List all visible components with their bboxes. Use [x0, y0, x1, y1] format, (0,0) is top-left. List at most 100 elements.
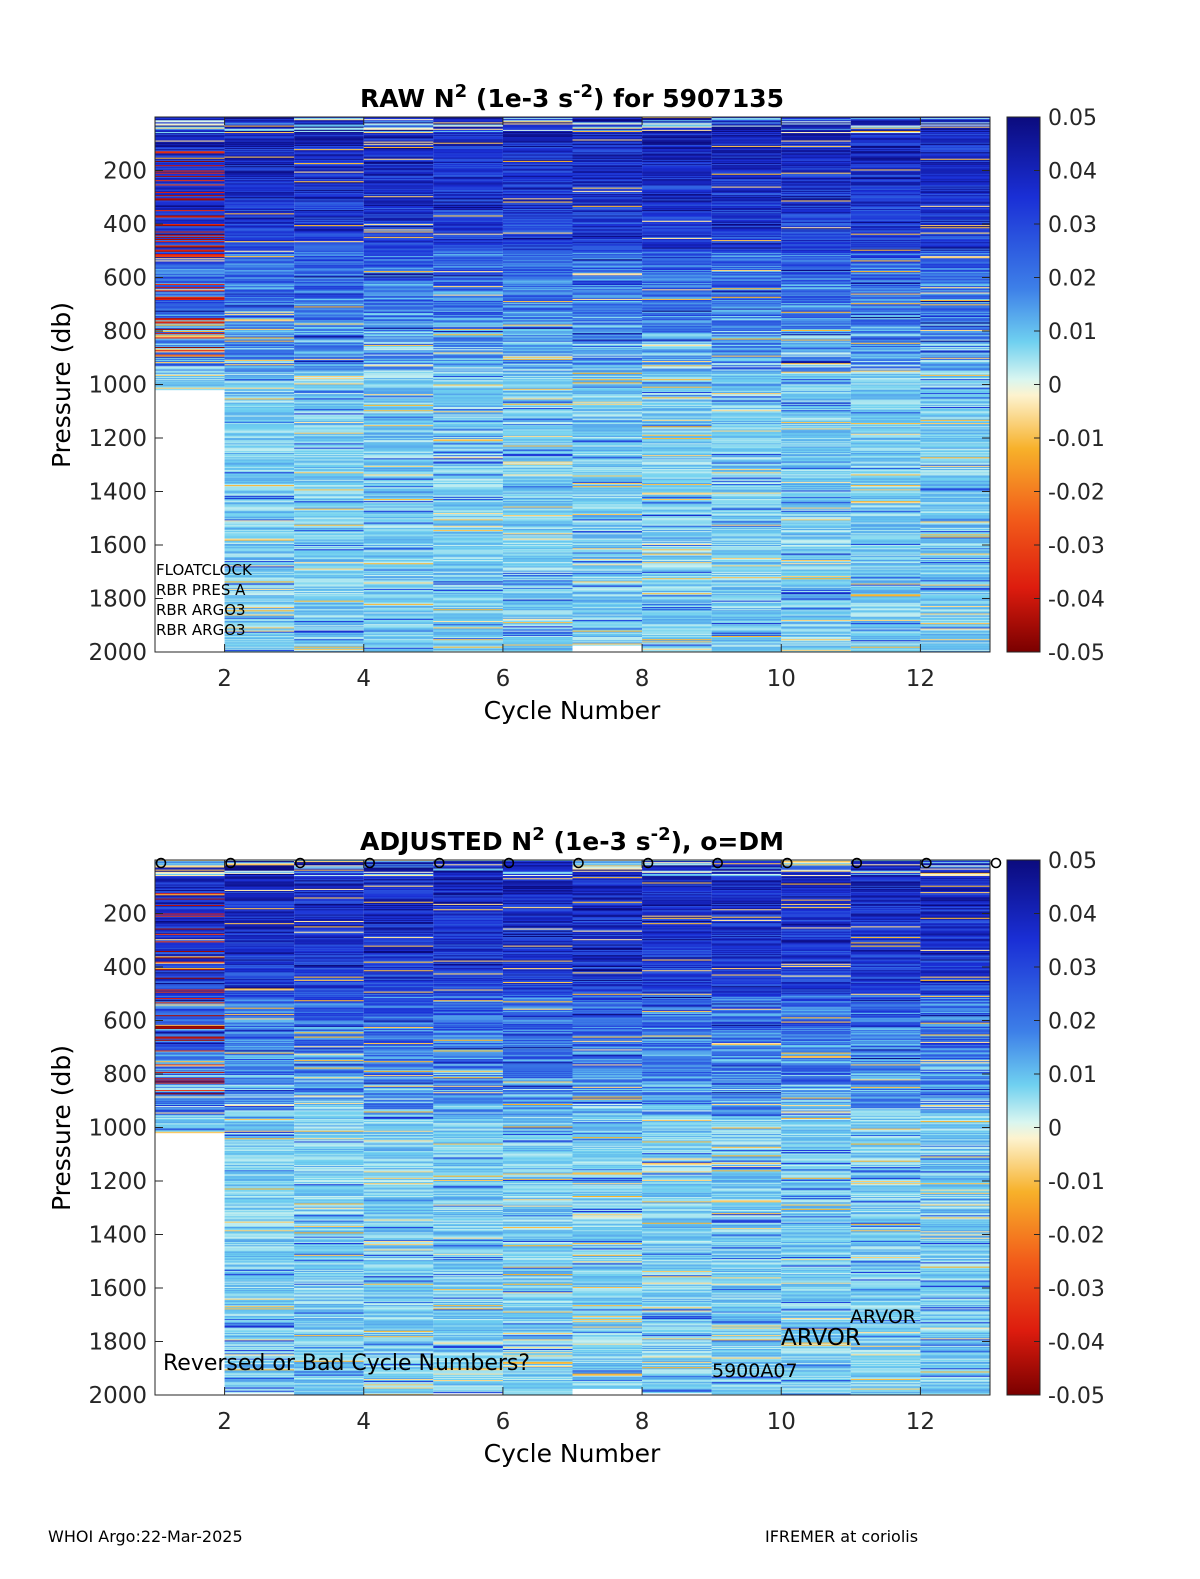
heat-cell: [572, 154, 643, 156]
heat-cell: [711, 631, 782, 634]
heat-cell: [711, 466, 782, 469]
heat-cell: [502, 169, 573, 171]
heat-cell: [502, 398, 573, 400]
heat-cell: [224, 206, 295, 209]
heat-cell: [781, 462, 851, 465]
heat-cell: [642, 304, 712, 306]
heat-cell: [502, 620, 573, 623]
heat-cell: [363, 236, 434, 239]
heat-cell: [294, 377, 364, 379]
heat-cell: [363, 480, 434, 483]
heat-cell: [572, 124, 643, 126]
heat-cell: [224, 546, 295, 548]
heat-cell: [572, 278, 643, 280]
heat-cell: [224, 622, 295, 624]
heat-cell: [502, 292, 573, 294]
heat-cell: [711, 533, 782, 535]
heat-cell: [363, 399, 434, 401]
heat-cell: [642, 236, 712, 239]
heat-cell: [781, 142, 851, 145]
heat-cell: [502, 189, 573, 192]
heat-cell: [363, 434, 434, 437]
heat-cell: [224, 172, 295, 175]
heat-cell: [155, 353, 225, 355]
heat-cell: [572, 370, 643, 373]
heat-cell: [294, 402, 364, 405]
heat-cell: [433, 508, 503, 511]
heat-cell: [502, 554, 573, 557]
heat-cell: [363, 289, 434, 291]
heat-cell: [572, 219, 643, 222]
heat-cell: [433, 244, 503, 246]
heat-cell: [224, 312, 295, 315]
heat-cell: [363, 265, 434, 268]
heat-cell: [642, 172, 712, 175]
heat-cell: [572, 585, 643, 588]
heat-cell: [781, 138, 851, 140]
heat-cell: [642, 307, 712, 309]
heat-cell: [433, 268, 503, 271]
heat-cell: [781, 385, 851, 387]
heat-cell: [711, 307, 782, 309]
heat-cell: [502, 559, 573, 562]
heat-cell: [294, 487, 364, 489]
heat-cell: [294, 400, 364, 402]
heat-cell: [502, 630, 573, 633]
heat-cell: [294, 261, 364, 263]
heat-cell: [642, 331, 712, 333]
heat-cell: [572, 179, 643, 181]
heat-cell: [155, 216, 225, 218]
heat-cell: [502, 388, 573, 391]
heat-cell: [433, 619, 503, 622]
heat-cell: [711, 276, 782, 278]
heat-cell: [433, 184, 503, 186]
heat-cell: [781, 176, 851, 179]
heat-cell: [711, 368, 782, 370]
heat-cell: [294, 516, 364, 518]
heat-cell: [711, 558, 782, 561]
heat-cell: [155, 297, 225, 300]
heat-cell: [711, 339, 782, 341]
heat-cell: [294, 181, 364, 183]
heat-cell: [294, 497, 364, 500]
heat-cell: [781, 487, 851, 489]
heat-cell: [781, 204, 851, 207]
heat-cell: [433, 626, 503, 628]
heat-cell: [572, 542, 643, 545]
heat-cell: [363, 138, 434, 140]
heat-cell: [572, 159, 643, 162]
heat-cell: [363, 134, 434, 136]
heat-cell: [224, 161, 295, 164]
heat-cell: [363, 391, 434, 394]
heat-cell: [224, 581, 295, 583]
heat-cell: [572, 284, 643, 287]
heat-cell: [642, 141, 712, 144]
heat-cell: [294, 295, 364, 298]
heat-cell: [294, 411, 364, 413]
heat-cell: [363, 443, 434, 445]
heat-cell: [572, 594, 643, 596]
heat-cell: [502, 165, 573, 167]
heat-cell: [224, 644, 295, 646]
heat-cell: [572, 222, 643, 225]
heat-cell: [294, 494, 364, 497]
heat-cell: [572, 226, 643, 228]
heat-cell: [224, 481, 295, 484]
heat-cell: [642, 306, 712, 308]
heat-cell: [224, 434, 295, 437]
heat-cell: [711, 286, 782, 288]
heat-cell: [294, 348, 364, 350]
heat-cell: [363, 463, 434, 466]
heat-cell: [781, 270, 851, 272]
heat-cell: [363, 441, 434, 443]
heat-cell: [363, 153, 434, 155]
heat-cell: [711, 372, 782, 375]
heat-cell: [224, 413, 295, 415]
heat-cell: [294, 609, 364, 611]
heat-cell: [294, 612, 364, 614]
heat-cell: [155, 304, 225, 306]
heat-cell: [572, 611, 643, 613]
heat-cell: [781, 262, 851, 264]
heat-cell: [224, 240, 295, 242]
heat-cell: [642, 130, 712, 133]
